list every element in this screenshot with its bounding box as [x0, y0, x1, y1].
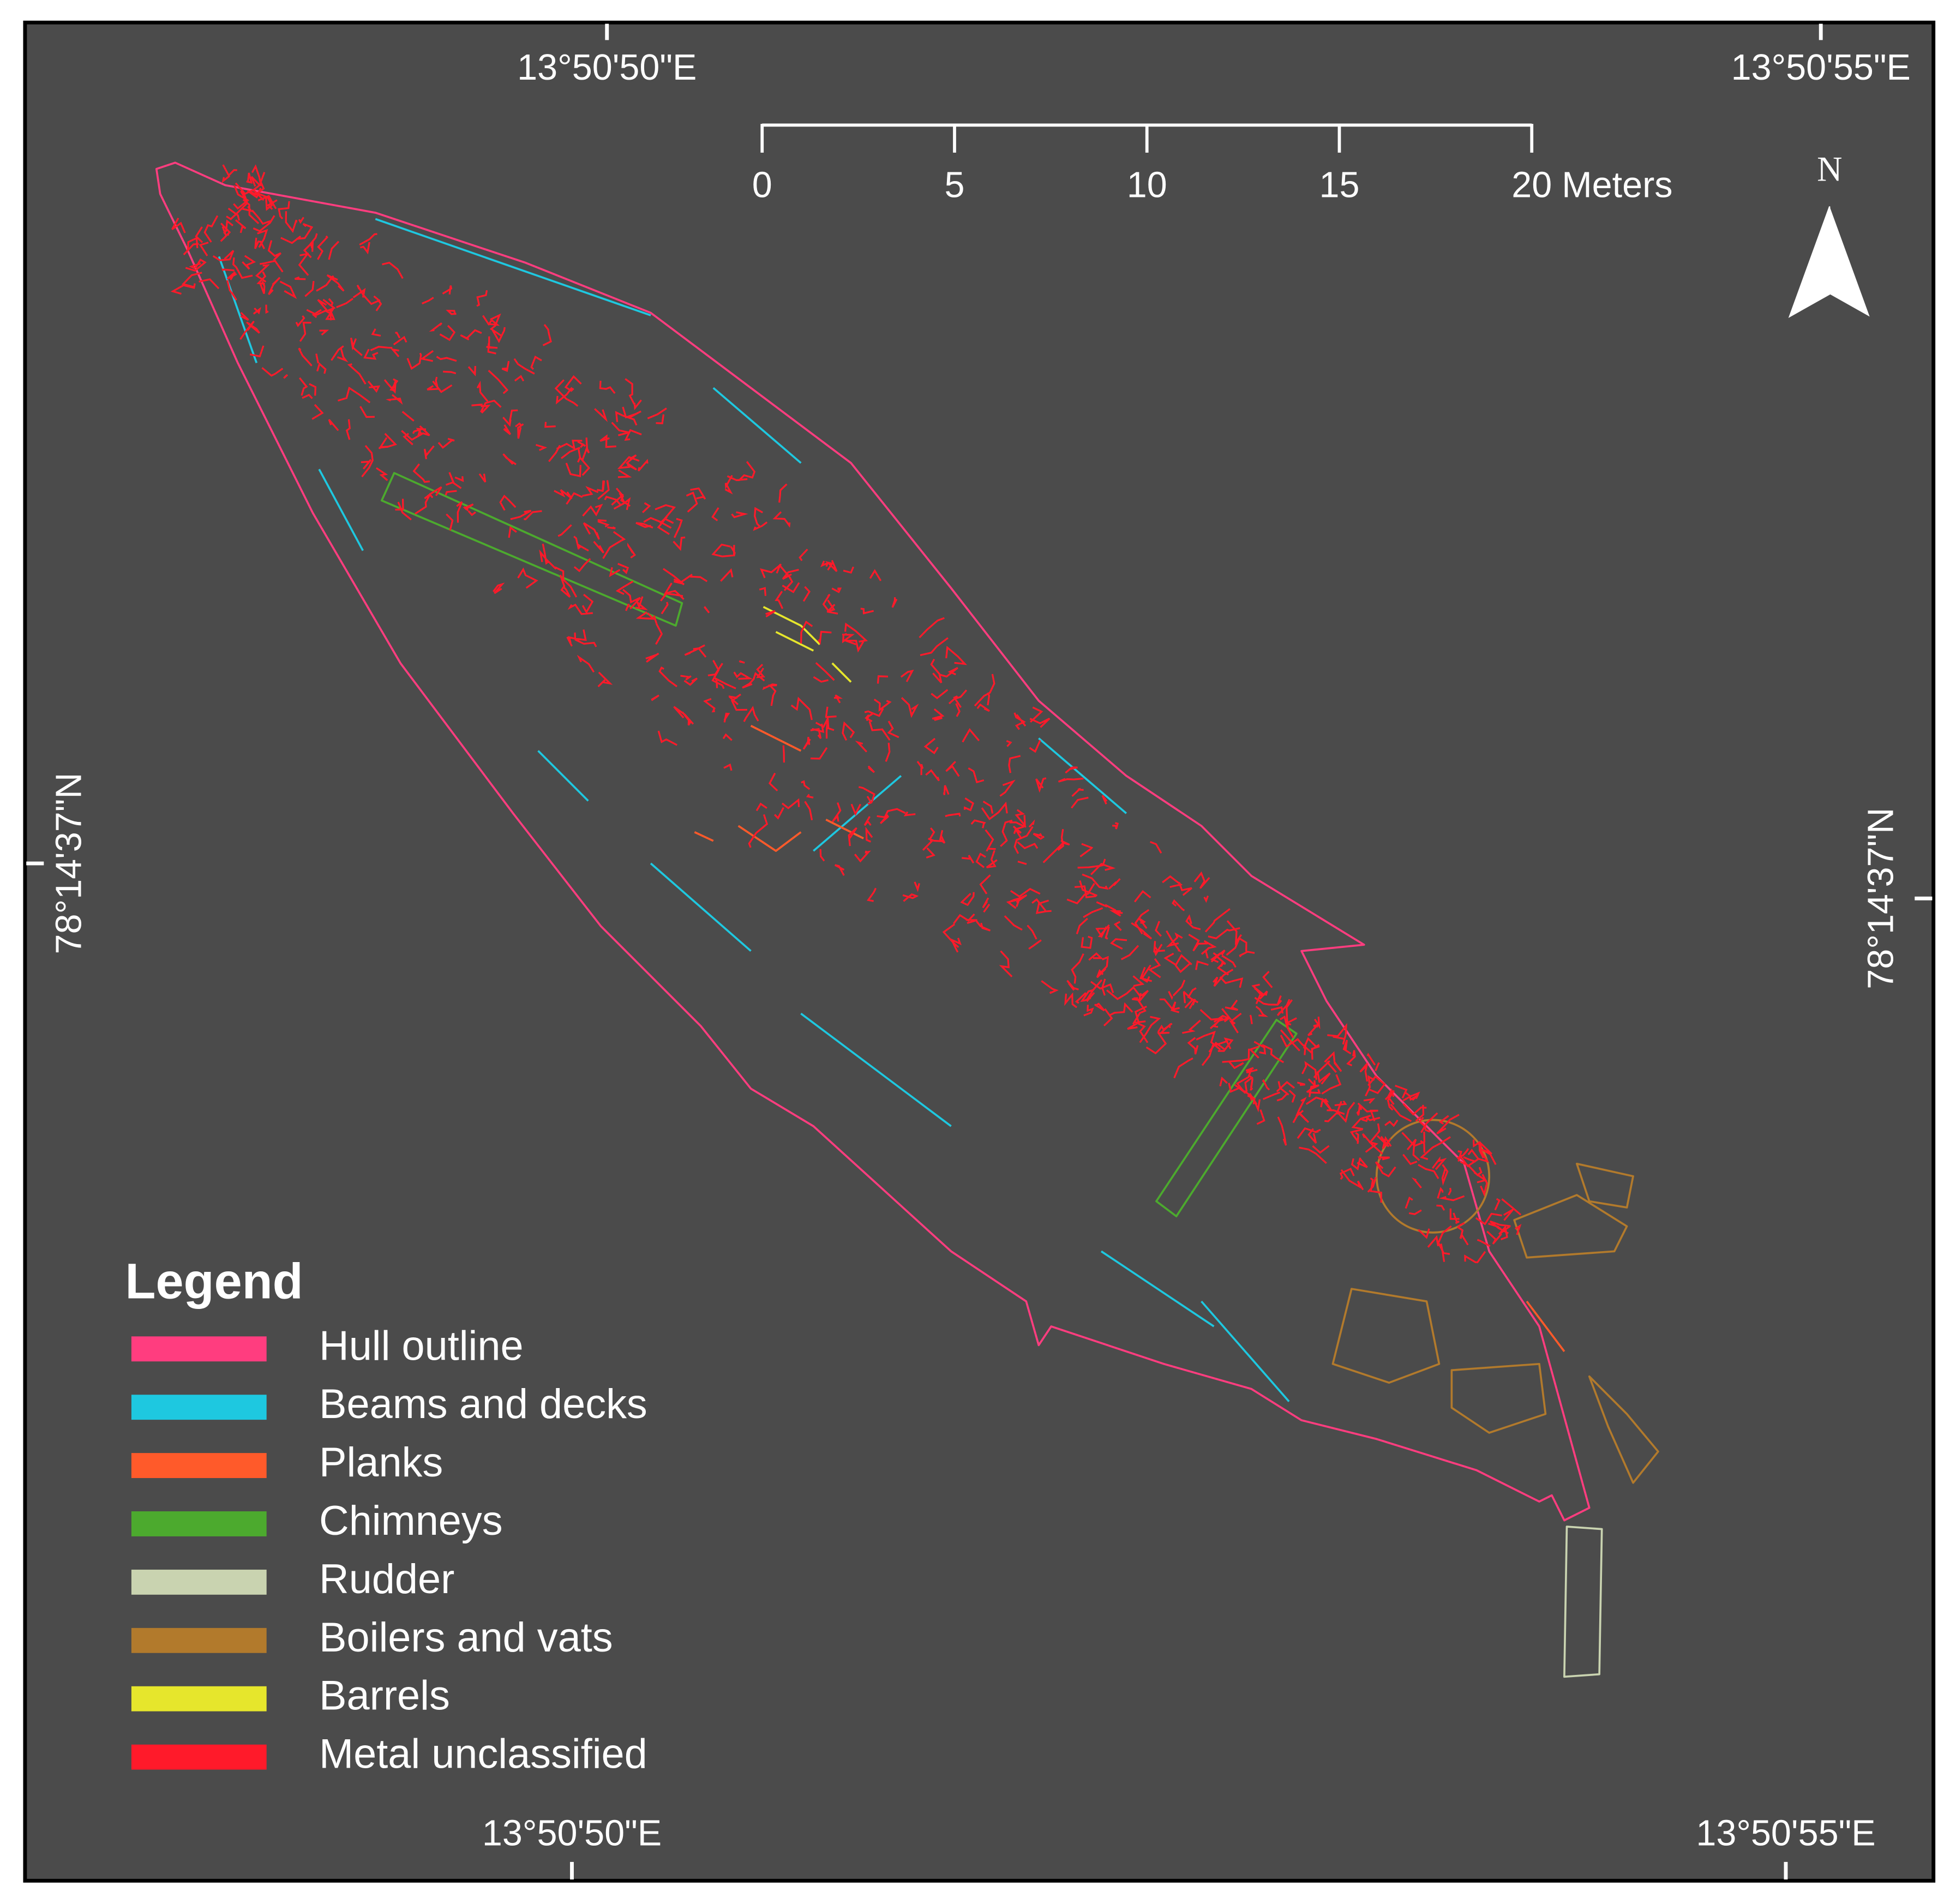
metal-piece	[170, 164, 1522, 1264]
plank	[694, 725, 1565, 1352]
legend-label: Boilers and vats	[319, 1614, 613, 1661]
boiler	[1375, 1119, 1491, 1234]
boilers	[1331, 1119, 1659, 1484]
legend-label: Beams and decks	[319, 1381, 647, 1427]
legend-label: Rudder	[319, 1556, 454, 1602]
north-label: N	[1817, 149, 1842, 188]
coord-label: 13°50'50"E	[482, 1813, 662, 1853]
coord-label: 78°14'37"N	[1861, 808, 1901, 989]
legend-swatch	[131, 1336, 267, 1362]
coord-label: 13°50'55"E	[1731, 47, 1911, 88]
legend-swatch	[131, 1686, 267, 1711]
legend-swatch	[131, 1627, 267, 1653]
legend-title: Legend	[125, 1253, 303, 1309]
scale-label: 5	[944, 165, 964, 206]
scale-label: 10	[1127, 165, 1167, 206]
coord-label: 13°50'50"E	[517, 47, 697, 88]
coord-label: 78°14'37"N	[49, 773, 89, 954]
legend-label: Metal unclassified	[319, 1731, 647, 1777]
metal-debris	[170, 164, 1522, 1264]
legend-label: Planks	[319, 1439, 443, 1486]
legend-swatch	[131, 1511, 267, 1536]
north-arrow	[1829, 206, 1870, 317]
legend-swatch	[131, 1453, 267, 1479]
legend-label: Chimneys	[319, 1498, 503, 1544]
legend-label: Hull outline	[319, 1323, 524, 1369]
legend-swatch	[131, 1569, 267, 1595]
coord-label: 13°50'55"E	[1696, 1813, 1875, 1853]
legend-swatch	[131, 1744, 267, 1770]
graticule-ticks	[26, 23, 1933, 1880]
hull-outline	[155, 161, 1591, 1522]
vat	[1331, 1162, 1659, 1484]
north-arrow	[1788, 206, 1831, 318]
scale-label: 15	[1319, 165, 1359, 206]
map-frame	[23, 20, 1936, 1883]
site-features	[155, 161, 1659, 1678]
barrel	[763, 606, 852, 683]
rudder	[1563, 1525, 1603, 1678]
legend-swatch	[131, 1395, 267, 1420]
legend-label: Barrels	[319, 1673, 450, 1719]
chimney	[380, 472, 1298, 1217]
scale-bar: 0 5 10 15 20 Meters	[752, 123, 1673, 206]
scale-label: 0	[752, 165, 772, 206]
legend: Legend Hull outline Beams and decks Planks…	[125, 1253, 647, 1777]
beam	[218, 218, 1290, 1402]
scale-unit: Meters	[1562, 165, 1672, 206]
scale-label: 20	[1511, 165, 1552, 206]
